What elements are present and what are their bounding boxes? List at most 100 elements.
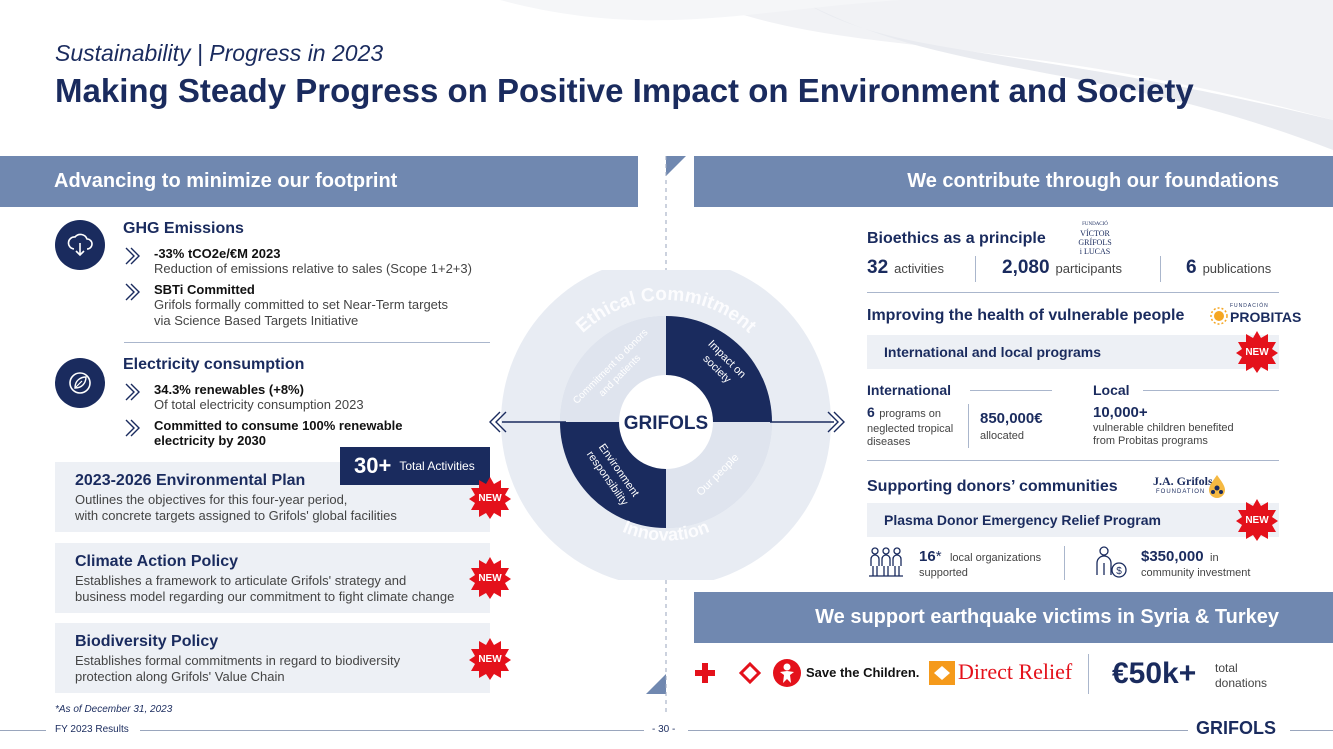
bioethics-stat-participants: 2,080 participants <box>1002 257 1123 278</box>
international-heading: International <box>867 382 952 398</box>
new-badge: NEW <box>1236 499 1278 541</box>
footnote: *As of December 31, 2023 <box>55 704 173 715</box>
direct-relief-icon <box>929 661 955 685</box>
international-programs-text-2: neglected tropical <box>867 423 954 435</box>
international-local-programs-box: International and local programs <box>867 335 1279 369</box>
ghg-bullet-2-text1: Grifols formally committed to set Near-T… <box>154 297 449 312</box>
corner-triangle-top <box>666 156 686 176</box>
left-arrow-connector <box>489 411 566 433</box>
earthquake-band: We support earthquake victims in Syria &… <box>694 592 1333 643</box>
section-divider <box>124 342 490 343</box>
international-programs-text-3: diseases <box>867 436 911 448</box>
donations-text-2: donations <box>1215 676 1268 690</box>
footer-report-name: FY 2023 Results <box>55 724 129 735</box>
new-badge: NEW <box>469 557 511 599</box>
total-activities-number: 30+ <box>354 453 392 478</box>
heading-rule <box>970 390 1052 391</box>
direct-relief-text: Direct Relief <box>958 659 1073 684</box>
commitment-diagram: Ethical Commitment Innovation Impact on … <box>501 270 831 580</box>
card-title: Climate Action Policy <box>75 553 238 570</box>
footer-rule <box>688 730 1188 731</box>
footer-rule <box>1290 730 1333 731</box>
ghg-bullet-1-text: Reduction of emissions relative to sales… <box>154 261 472 276</box>
victor-grifols-lucas-logo: FUNDACIÓ VÍCTOR GRÍFOLS i LUCAS <box>1078 222 1112 256</box>
donors-heading: Supporting donors’ communities <box>867 478 1118 495</box>
section-divider <box>867 292 1279 293</box>
local-children-text-2: from Probitas programs <box>1093 435 1208 447</box>
electricity-bullet-1-text: Of total electricity consumption 2023 <box>154 397 364 412</box>
local-children-text-1: vulnerable children benefited <box>1093 422 1234 434</box>
electricity-bullet-1: 34.3% renewables (+8%) Of total electric… <box>124 382 364 413</box>
electricity-bullet-2-title1: Committed to consume 100% renewable <box>154 418 403 433</box>
stat-separator <box>1064 546 1065 580</box>
international-programs-stat: 6 programs on <box>867 404 942 420</box>
card-text-2: business model regarding our commitment … <box>75 589 455 604</box>
new-badge-text: NEW <box>1245 514 1269 526</box>
stat-separator <box>968 404 969 448</box>
right-arrow-connector <box>770 411 845 433</box>
footer-rule <box>0 730 46 731</box>
section-divider <box>867 460 1279 461</box>
plasma-donor-program-box: Plasma Donor Emergency Relief Program <box>867 503 1279 537</box>
local-organizations-stat: 16* local organizations <box>919 548 1042 565</box>
foundations-band: We contribute through our foundations <box>694 156 1333 207</box>
local-heading: Local <box>1093 382 1130 398</box>
leaf-energy-icon <box>55 358 105 408</box>
starburst-icon <box>1236 331 1278 373</box>
corner-triangle-bottom <box>646 674 666 694</box>
starburst-icon <box>469 638 511 680</box>
climate-action-card: Climate Action Policy Establishes a fram… <box>55 543 490 613</box>
ghg-bullet-2-text2: via Science Based Targets Initiative <box>154 313 359 328</box>
donations-amount: €50k+ <box>1112 657 1197 690</box>
ja-grifols-foundation-logo: J.A. Grifols FOUNDATION <box>1153 474 1225 498</box>
chevron-right-icon <box>125 247 140 265</box>
new-badge: NEW <box>469 477 511 519</box>
card-text-1: Establishes a framework to articulate Gr… <box>75 573 407 588</box>
slide-subtitle: Sustainability | Progress in 2023 <box>55 40 384 66</box>
slide-title: Making Steady Progress on Positive Impac… <box>55 72 1194 109</box>
red-cross-crescent-logo <box>695 661 762 685</box>
card-text-1: Outlines the objectives for this four-ye… <box>75 492 348 507</box>
new-badge-text: NEW <box>478 492 502 504</box>
new-badge: NEW <box>1236 331 1278 373</box>
card-title: Biodiversity Policy <box>75 633 219 650</box>
electricity-bullet-2-title2: electricity by 2030 <box>154 433 267 448</box>
community-investment-stat: $350,000 in <box>1141 548 1219 565</box>
heading-rule <box>1143 390 1279 391</box>
card-title: 2023-2026 Environmental Plan <box>75 472 306 489</box>
chevron-right-icon <box>125 283 140 301</box>
stat-separator <box>1160 256 1161 282</box>
electricity-bullet-2: Committed to consume 100% renewable elec… <box>124 418 403 448</box>
new-badge-text: NEW <box>1245 346 1269 358</box>
save-the-children-icon <box>773 659 801 687</box>
svg-text:$: $ <box>1116 566 1122 577</box>
stat-separator <box>975 256 976 282</box>
bioethics-stat-publications: 6 publications <box>1186 257 1272 278</box>
international-amount-text: allocated <box>980 430 1025 442</box>
center-circle <box>619 375 713 469</box>
local-organizations-text-2: supported <box>919 567 968 579</box>
footer-logo: GRIFOLS <box>1196 718 1276 738</box>
cloud-download-icon <box>55 220 105 270</box>
person-money-icon: $ <box>1096 546 1127 578</box>
biodiversity-card: Biodiversity Policy Establishes formal c… <box>55 623 490 693</box>
total-activities-label: Total Activities <box>399 459 475 473</box>
card-text-2: with concrete targets assigned to Grifol… <box>75 508 397 523</box>
electricity-heading: Electricity consumption <box>123 356 305 373</box>
card-text-2: protection along Grifols' Value Chain <box>75 669 285 684</box>
local-children-number: 10,000+ <box>1093 404 1148 421</box>
chevron-right-icon <box>125 383 140 401</box>
international-amount: 850,000€ <box>980 410 1043 427</box>
new-badge-text: NEW <box>478 572 502 584</box>
footer-rule <box>140 730 644 731</box>
donations-text-1: total <box>1215 661 1238 675</box>
starburst-icon <box>469 477 511 519</box>
total-activities-box: 30+ Total Activities <box>340 447 490 485</box>
new-badge: NEW <box>469 638 511 680</box>
card-text-1: Establishes formal commitments in regard… <box>75 653 401 668</box>
starburst-icon <box>469 557 511 599</box>
stat-separator <box>1088 654 1089 694</box>
electricity-bullet-1-title: 34.3% renewables (+8%) <box>154 382 304 397</box>
background-swoosh <box>500 0 1333 150</box>
save-the-children-text: Save the Children. <box>806 665 920 680</box>
